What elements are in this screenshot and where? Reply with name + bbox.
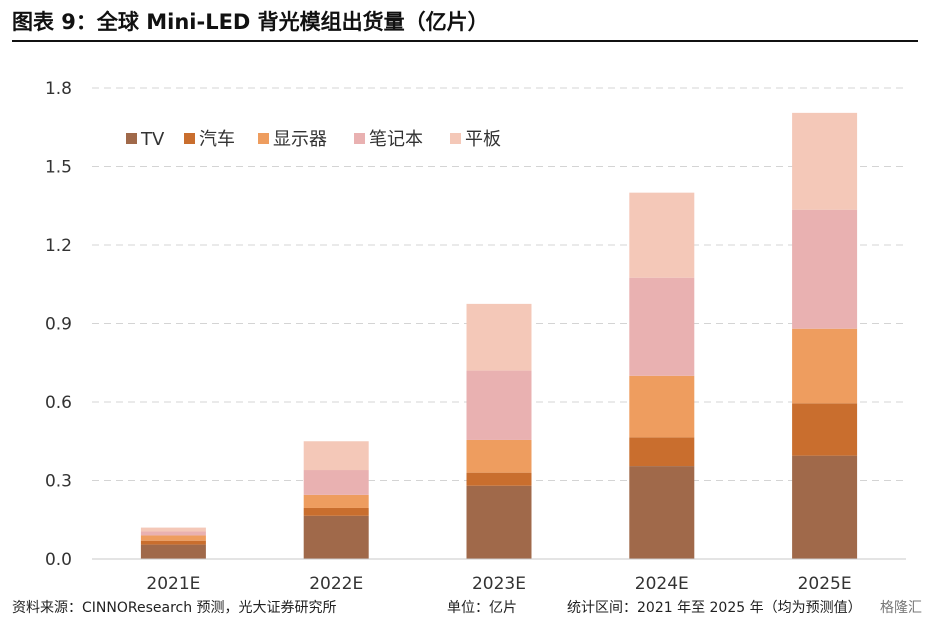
y-tick-label: 1.8 — [45, 79, 72, 99]
bar-segment — [466, 303, 532, 371]
y-tick-label: 1.2 — [45, 236, 72, 256]
bar-segment — [792, 455, 858, 559]
range-note: 统计区间：2021 年至 2025 年（均为预测值） — [567, 600, 862, 616]
bar-segment — [466, 370, 532, 440]
legend-label: 平板 — [465, 129, 501, 150]
bar-segment — [629, 466, 695, 559]
bar-segment — [466, 472, 532, 486]
x-tick-label: 2021E — [146, 574, 200, 594]
bar-segment — [140, 527, 206, 532]
bar-segment — [140, 540, 206, 545]
bar-segment — [303, 470, 369, 495]
x-tick-label: 2022E — [309, 574, 363, 594]
bar-segment — [303, 441, 369, 471]
x-tick-label: 2025E — [798, 574, 852, 594]
legend-swatch — [258, 133, 269, 144]
bar-segment — [140, 544, 206, 559]
legend-swatch — [450, 133, 461, 144]
bar-segment — [466, 439, 532, 473]
bar-segment — [303, 494, 369, 508]
axis-layer: 0.0 0.3 0.6 0.9 1.2 1.5 1.8 2021E 2022E 2023E 2024… — [45, 79, 906, 594]
bar-segment — [466, 485, 532, 559]
title-divider — [12, 40, 918, 42]
legend: TV 汽车 显示器 笔记本 平板 — [126, 129, 501, 150]
y-tick-label: 0.9 — [45, 315, 72, 335]
x-tick-label: 2024E — [635, 574, 689, 594]
bar-segment — [140, 531, 206, 536]
bar-segment — [792, 403, 858, 456]
watermark: 格隆汇 — [880, 600, 922, 616]
source-note: 资料来源：CINNOResearch 预测，光大证券研究所 — [12, 600, 337, 616]
bar-segment — [629, 437, 695, 467]
bar-segment — [792, 112, 858, 210]
y-tick-label: 0.6 — [45, 393, 72, 413]
unit-note: 单位：亿片 — [447, 600, 517, 616]
legend-label: 显示器 — [273, 129, 327, 150]
bar-segment — [629, 277, 695, 376]
x-tick-label: 2023E — [472, 574, 526, 594]
legend-swatch — [354, 133, 365, 144]
y-tick-label: 0.3 — [45, 472, 72, 492]
legend-label: 笔记本 — [369, 129, 423, 150]
grid-layer — [92, 87, 906, 481]
legend-swatch — [126, 133, 137, 144]
bar-segment — [792, 328, 858, 404]
legend-swatch — [184, 133, 195, 144]
bar-segment — [792, 209, 858, 329]
legend-label: 汽车 — [199, 129, 235, 150]
bar-segment — [629, 375, 695, 438]
legend-label: TV — [140, 129, 165, 150]
bar-segment — [303, 507, 369, 516]
stacked-bar-chart: 0.0 0.3 0.6 0.9 1.2 1.5 1.8 2021E 2022E 2023E 2024… — [45, 79, 906, 594]
bar-segment — [140, 535, 206, 541]
bar-segment — [303, 515, 369, 559]
bar-segment — [629, 192, 695, 278]
bars-layer — [140, 112, 858, 559]
y-tick-label: 1.5 — [45, 158, 72, 178]
y-tick-label: 0.0 — [45, 550, 72, 570]
chart-title: 图表 9：全球 Mini-LED 背光模组出货量（亿片） — [12, 10, 489, 34]
